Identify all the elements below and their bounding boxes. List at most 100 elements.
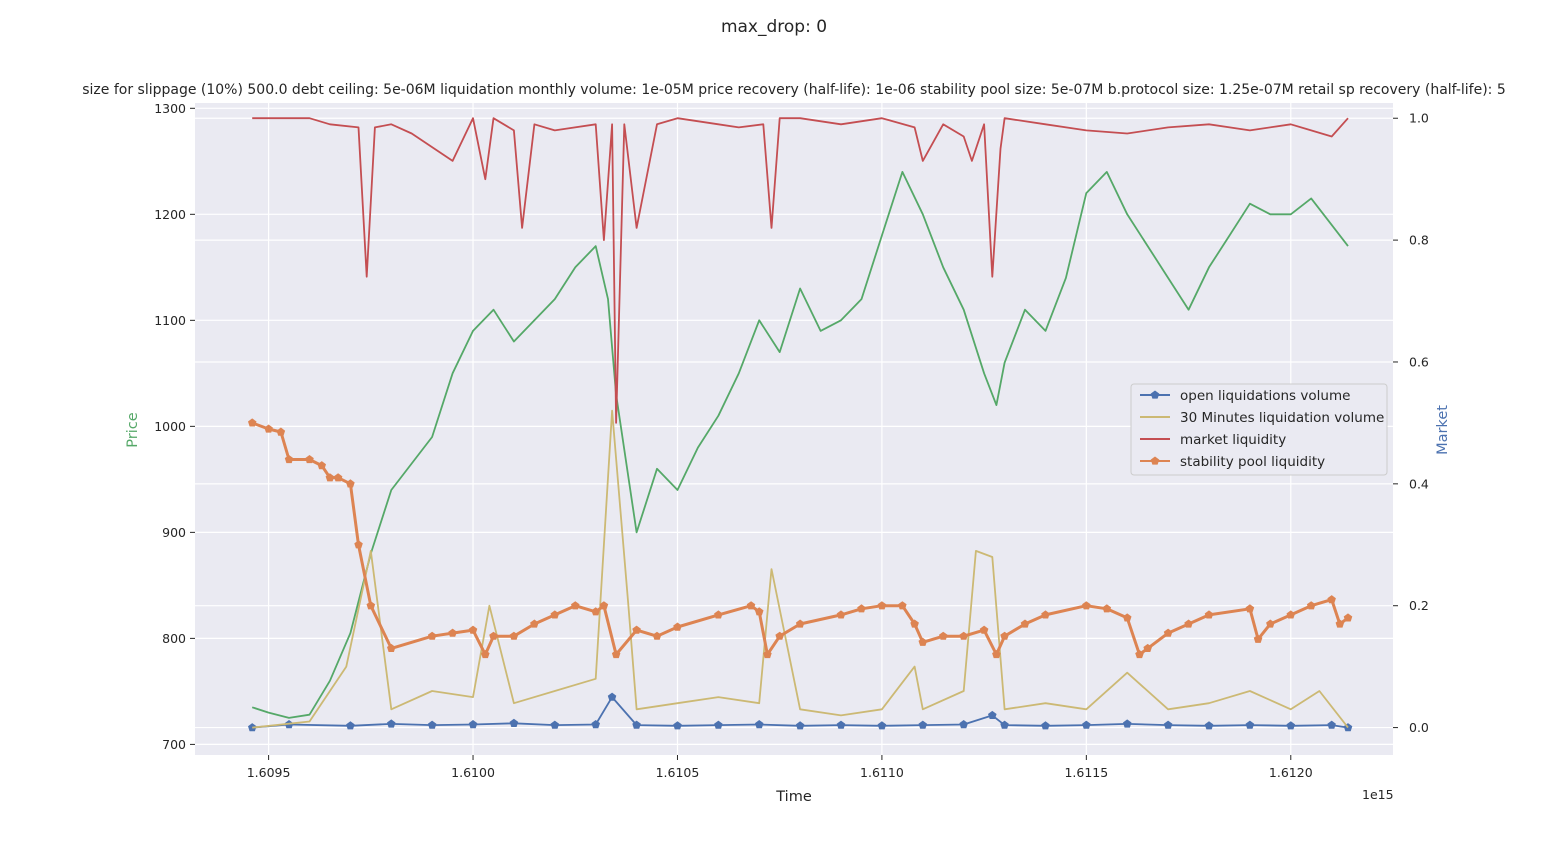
point-stability <box>333 473 343 482</box>
point-stability <box>1306 601 1316 610</box>
point-stability <box>673 622 682 631</box>
legend-label: 30 Minutes liquidation volume <box>1180 410 1384 426</box>
point-open <box>988 710 997 719</box>
series-thirty <box>252 409 1349 729</box>
legend-label: open liquidations volume <box>1180 388 1350 404</box>
x-tick-label: 1.6120 <box>1269 765 1313 780</box>
legend-label: stability pool liquidity <box>1180 454 1325 470</box>
point-open <box>918 720 928 729</box>
x-offset-label: 1e15 <box>1362 787 1394 802</box>
y-axis-left-label: Price <box>125 412 141 447</box>
right-axis-ticks: 0.0 0.2 0.4 0.6 0.8 1.0 <box>1393 111 1429 735</box>
point-stability <box>1082 601 1091 610</box>
chart-title: size for slippage (10%) 500.0 debt ceili… <box>82 82 1506 98</box>
point-open <box>795 721 805 730</box>
point-stability <box>795 619 805 628</box>
y-left-tick-label: 900 <box>162 525 186 540</box>
point-stability <box>284 455 294 464</box>
series-line-thirty <box>252 409 1349 729</box>
point-stability <box>1041 610 1050 619</box>
point-stability <box>571 601 580 610</box>
legend-marker-open <box>1150 390 1160 399</box>
y-left-tick-label: 700 <box>162 737 186 752</box>
y-axis-right-label: Market <box>1435 405 1451 455</box>
series-price <box>251 170 1349 719</box>
point-open <box>468 720 478 729</box>
point-open <box>755 720 764 729</box>
point-stability <box>1163 628 1173 637</box>
legend-marker-stability <box>1150 456 1160 465</box>
point-stability <box>1123 613 1132 622</box>
y-left-tick-label: 1200 <box>154 207 186 222</box>
point-stability <box>509 631 519 640</box>
point-open <box>1286 721 1296 730</box>
point-stability <box>481 650 490 659</box>
x-axis-label: Time <box>775 789 812 805</box>
point-stability <box>1266 619 1275 628</box>
y-right-tick-label: 0.2 <box>1409 598 1429 613</box>
point-stability <box>325 473 335 482</box>
point-stability <box>857 604 866 613</box>
point-stability <box>910 619 919 628</box>
point-stability <box>387 643 396 652</box>
point-open <box>591 720 600 729</box>
y-left-tick-label: 1100 <box>154 313 186 328</box>
point-stability <box>468 625 478 634</box>
point-stability <box>611 650 621 659</box>
point-stability <box>530 619 539 628</box>
point-open <box>550 720 560 729</box>
point-open <box>714 720 723 729</box>
point-stability <box>755 607 764 616</box>
point-stability <box>305 455 314 464</box>
series-layer <box>248 117 1353 732</box>
point-stability <box>354 540 363 549</box>
legend-entry-stability: stability pool liquidity <box>1140 454 1325 470</box>
point-stability <box>1143 643 1152 652</box>
left-axis-ticks: 700 800 900 1000 1100 1200 1300 <box>154 101 195 752</box>
point-open <box>1204 721 1214 730</box>
chart-legend: open liquidations volume 30 Minutes liqui… <box>1130 383 1388 476</box>
point-stability <box>992 650 1001 659</box>
point-stability <box>918 637 928 646</box>
point-stability <box>599 601 609 610</box>
point-stability <box>489 631 498 640</box>
series-line-open <box>252 696 1349 729</box>
point-stability <box>317 461 326 470</box>
point-open <box>1082 720 1091 729</box>
point-stability <box>550 610 560 619</box>
point-stability <box>366 601 376 610</box>
series-open <box>248 692 1353 732</box>
y-right-tick-label: 0.8 <box>1409 233 1429 248</box>
y-right-tick-label: 0.6 <box>1409 354 1429 369</box>
point-stability <box>959 631 968 640</box>
point-open <box>1123 719 1132 728</box>
series-market <box>252 117 1349 424</box>
point-stability <box>979 625 989 634</box>
legend-entry-open: open liquidations volume <box>1140 388 1350 404</box>
point-open <box>1163 720 1173 729</box>
point-stability <box>346 479 355 488</box>
x-tick-label: 1.6095 <box>247 765 291 780</box>
point-stability <box>1253 634 1263 643</box>
y-right-tick-label: 1.0 <box>1409 111 1429 126</box>
x-tick-label: 1.6105 <box>656 765 700 780</box>
point-stability <box>1020 619 1030 628</box>
point-open <box>1245 720 1255 729</box>
point-stability <box>836 610 846 619</box>
point-open <box>673 721 682 730</box>
point-stability <box>448 628 457 637</box>
x-tick-label: 1.6115 <box>1064 765 1108 780</box>
point-stability <box>939 631 948 640</box>
point-open <box>632 720 641 729</box>
x-tick-label: 1.6100 <box>451 765 495 780</box>
y-left-tick-label: 800 <box>162 631 186 646</box>
point-stability <box>1102 604 1112 613</box>
point-stability <box>1135 650 1144 659</box>
legend-label: market liquidity <box>1180 432 1286 448</box>
series-line-market <box>252 117 1349 424</box>
point-open <box>427 720 437 729</box>
y-right-tick-label: 0.0 <box>1409 720 1429 735</box>
point-stability <box>1286 610 1296 619</box>
point-stability <box>714 610 723 619</box>
